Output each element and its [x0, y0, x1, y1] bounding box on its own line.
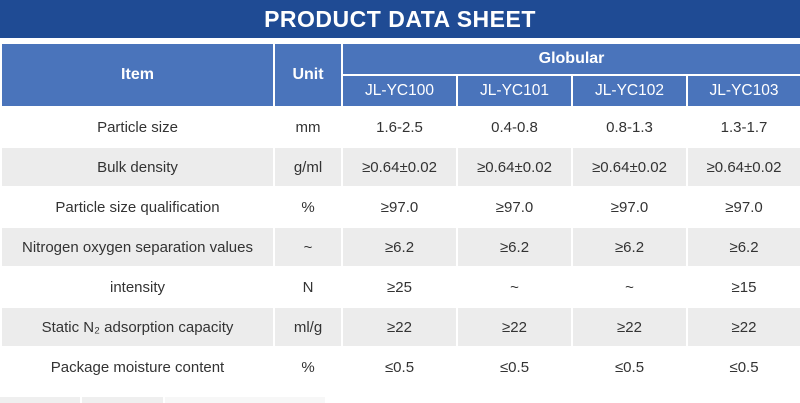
item-cell: Particle size qualification — [0, 186, 275, 228]
value-cell: ≤0.5 — [571, 346, 688, 388]
item-cell: Static N₂ adsorption capacity — [0, 306, 275, 348]
value-cell: ≥0.64±0.02 — [341, 146, 458, 188]
next-row-segment — [82, 397, 163, 403]
title-bar: PRODUCT DATA SHEET — [0, 0, 800, 38]
value-cell: ≥97.0 — [341, 186, 458, 228]
col-header-jl-yc103: JL-YC103 — [685, 74, 800, 108]
value-cell: ≥97.0 — [456, 186, 573, 228]
table-row: Particle size mm 1.6-2.5 0.4-0.8 0.8-1.3 1.3-… — [0, 106, 800, 148]
item-cell: Particle size — [0, 106, 275, 148]
item-cell: Nitrogen oxygen separation values — [0, 226, 275, 268]
unit-cell: ml/g — [273, 306, 343, 348]
item-cell: Bulk density — [0, 146, 275, 188]
value-cell: ≥97.0 — [685, 186, 800, 228]
header-row-products: JL-YC100 JL-YC101 JL-YC102 JL-YC103 — [1, 74, 800, 108]
spec-table: Item Unit Globular JL-YC100 JL-YC101 JL-… — [0, 42, 800, 388]
item-cell: intensity — [0, 266, 275, 308]
unit-cell: ~ — [273, 226, 343, 268]
col-header-jl-yc100: JL-YC100 — [341, 74, 458, 108]
value-cell: ≥25 — [341, 266, 458, 308]
value-cell: ≤0.5 — [456, 346, 573, 388]
value-cell: ≥6.2 — [341, 226, 458, 268]
table-row: Static N₂ adsorption capacity ml/g ≥22 ≥22 ≥… — [0, 306, 800, 348]
next-row-divider — [163, 397, 165, 403]
unit-cell: g/ml — [273, 146, 343, 188]
value-cell: ≤0.5 — [685, 346, 800, 388]
table-row: Particle size qualification% ≥97.0 ≥97.0 ≥9… — [0, 186, 800, 228]
value-cell: 0.8-1.3 — [571, 106, 688, 148]
table-row: Nitrogen oxygen separation values ~ ≥6.2 ≥6… — [0, 226, 800, 268]
col-header-item: Item — [0, 42, 275, 108]
value-cell: ≥6.2 — [571, 226, 688, 268]
col-header-unit: Unit — [273, 42, 343, 108]
value-cell: ~ — [456, 266, 573, 308]
col-header-jl-yc102: JL-YC102 — [571, 74, 688, 108]
header-row-top: Item Unit Globular — [0, 42, 800, 108]
page-title: PRODUCT DATA SHEET — [264, 5, 536, 32]
value-cell: ~ — [571, 266, 688, 308]
value-cell: 1.6-2.5 — [341, 106, 458, 148]
next-row-fragment — [0, 397, 330, 403]
next-row-segment — [0, 397, 80, 403]
unit-cell: % — [273, 346, 343, 388]
unit-cell: mm — [273, 106, 343, 148]
value-cell: ≥15 — [685, 266, 800, 308]
table-header: Item Unit Globular JL-YC100 JL-YC101 JL-… — [0, 42, 800, 108]
value-cell: ≥22 — [456, 306, 573, 348]
value-cell: ≥0.64±0.02 — [685, 146, 800, 188]
value-cell: ≤0.5 — [341, 346, 458, 388]
value-cell: ≥0.64±0.02 — [571, 146, 688, 188]
table-row: intensity N ≥25 ~ ~ ≥15 — [0, 266, 800, 308]
value-cell: ≥6.2 — [456, 226, 573, 268]
value-cell: 0.4-0.8 — [456, 106, 573, 148]
value-cell: ≥22 — [341, 306, 458, 348]
item-cell: Package moisture content — [0, 346, 275, 388]
value-cell: ≥0.64±0.02 — [456, 146, 573, 188]
value-cell: ≥97.0 — [571, 186, 688, 228]
next-row-divider — [80, 397, 82, 403]
value-cell: ≥22 — [685, 306, 800, 348]
table-row: Package moisture content% ≤0.5 ≤0.5 ≤0.5 ≤0.… — [0, 346, 800, 388]
table-row: Bulk density g/ml ≥0.64±0.02 ≥0.64±0.02 ≥0.6… — [0, 146, 800, 188]
value-cell: ≥22 — [571, 306, 688, 348]
value-cell: 1.3-1.7 — [685, 106, 800, 148]
next-row-segment — [165, 397, 325, 403]
col-header-jl-yc101: JL-YC101 — [456, 74, 573, 108]
value-cell: ≥6.2 — [685, 226, 800, 268]
group-header-globular: Globular — [340, 42, 800, 76]
unit-cell: % — [273, 186, 343, 228]
table-body: Particle size mm 1.6-2.5 0.4-0.8 0.8-1.3 1.3-… — [0, 106, 800, 388]
unit-cell: N — [273, 266, 343, 308]
